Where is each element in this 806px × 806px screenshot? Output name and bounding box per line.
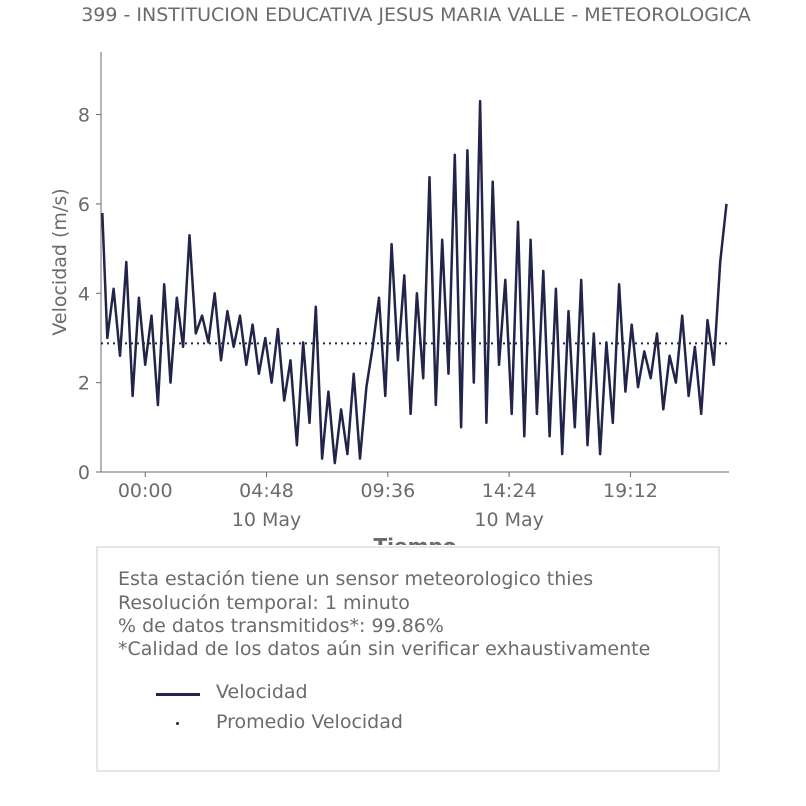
legend-label-promedio: Promedio Velocidad (216, 711, 403, 733)
y-axis-label: Velocidad (m/s) (49, 188, 71, 335)
legend-label-velocidad: Velocidad (216, 681, 308, 703)
series-layer (101, 99, 729, 465)
velocity-line (101, 99, 728, 465)
info-legend-box: Esta estación tiene un sensor meteorolog… (96, 546, 720, 772)
info-quality: *Calidad de los datos aún sin verificar … (118, 638, 651, 660)
x-tick-label: 04:48 (239, 480, 294, 502)
x-tick-date-label: 10 May (474, 509, 544, 531)
y-tick-label: 8 (78, 105, 90, 127)
x-tick-date-label: 10 May (232, 509, 302, 531)
x-tick-label: 19:12 (603, 480, 658, 502)
ticks: 0 2 4 6 8 00:00 04:48 10 May 09:36 14:24 10 May 19:… (78, 105, 658, 531)
info-resolution: Resolución temporal: 1 minuto (118, 592, 410, 614)
legend-dot-swatch (176, 722, 179, 725)
legend-line-swatch (156, 693, 200, 696)
x-tick-label: 14:24 (482, 480, 537, 502)
x-axis-label: Tiempo (374, 534, 457, 545)
x-tick-label: 09:36 (360, 480, 415, 502)
info-transmitted: % de datos transmitidos*: 99.86% (118, 615, 444, 637)
y-tick-label: 6 (78, 194, 90, 216)
axes (100, 52, 729, 473)
x-tick-label: 00:00 (118, 480, 173, 502)
y-tick-label: 2 (78, 373, 90, 395)
y-tick-label: 4 (78, 283, 90, 305)
y-tick-label: 0 (78, 462, 90, 484)
chart: 399 - INSTITUCION EDUCATIVA JESUS MARIA … (49, 4, 751, 545)
info-sensor: Esta estación tiene un sensor meteorolog… (118, 568, 594, 590)
chart-title: 399 - INSTITUCION EDUCATIVA JESUS MARIA … (81, 4, 751, 26)
